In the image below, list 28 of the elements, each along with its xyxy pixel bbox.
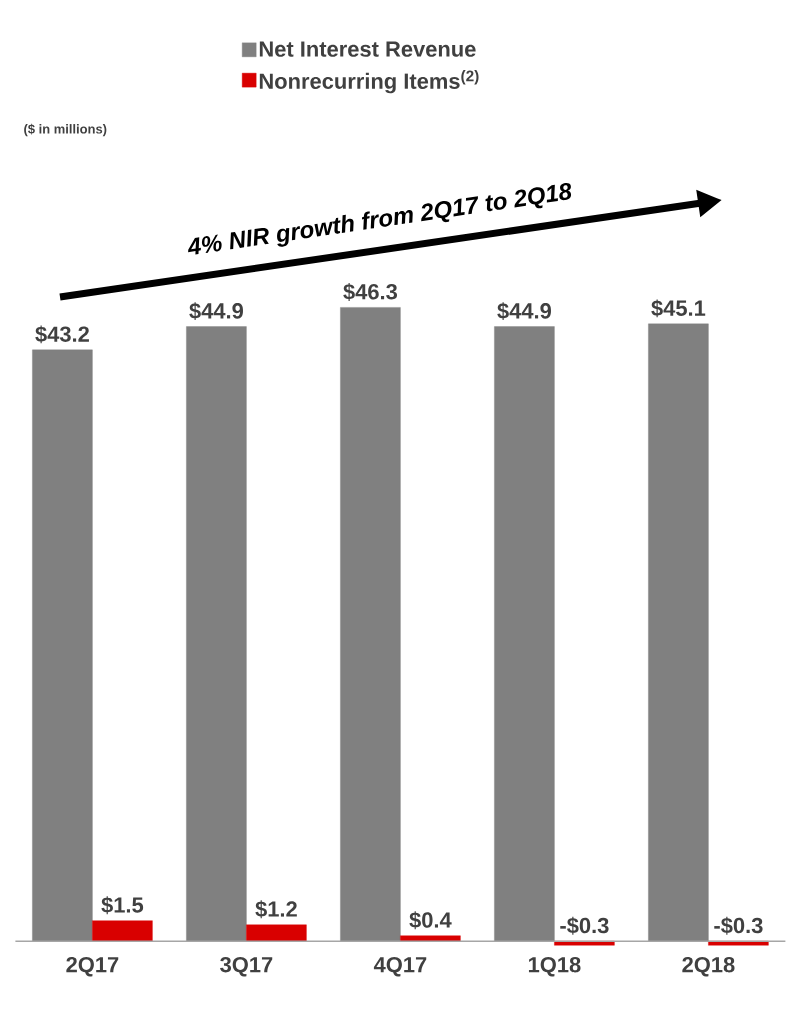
data-label: -$0.3 [560,916,609,935]
text: 4% NIR growth from 2Q17 to 2Q18 [188,182,572,255]
bar [554,940,615,946]
bar [32,349,93,942]
data-label: $43.2 [35,325,89,344]
x-tick-label: 2Q17 [66,956,119,977]
bar [494,326,555,942]
data-label: $46.3 [343,283,398,301]
data-label: $44.9 [189,302,243,321]
bar [246,924,307,942]
data-label: $45.1 [651,299,706,318]
legend-label: Nonrecurring Items$^{(2)}$ [259,70,479,94]
data-label: $44.9 [497,302,551,321]
data-label: $1.5 [101,896,144,915]
data-label: $0.4 [409,911,452,930]
data-label: -$0.3 [714,916,763,935]
legend-label: Net Interest Revenue [259,41,476,57]
bar [92,920,153,942]
text: ($ in millions) [24,123,107,137]
x-tick-label: 3Q17 [220,956,273,977]
x-tick-label: 2Q18 [682,956,735,977]
x-tick-label: 4Q17 [373,956,427,977]
bar [340,307,401,942]
bar [648,323,709,942]
data-label: $1.2 [255,900,297,919]
bar [186,326,247,942]
x-tick-label: 1Q18 [528,956,581,977]
bar [708,940,769,946]
